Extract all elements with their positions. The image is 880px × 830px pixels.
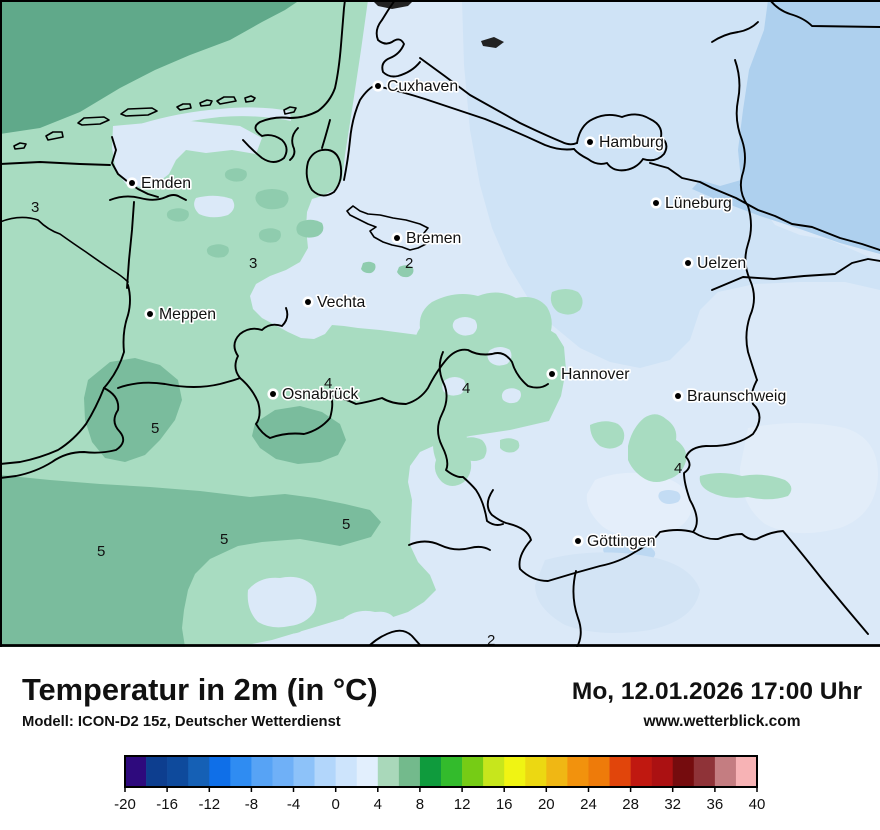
- svg-text:2: 2: [405, 255, 413, 272]
- svg-text:4: 4: [374, 796, 382, 813]
- svg-text:4: 4: [462, 380, 470, 397]
- svg-text:Mo, 12.01.2026 17:00 Uhr: Mo, 12.01.2026 17:00 Uhr: [572, 678, 863, 705]
- svg-text:-4: -4: [287, 796, 300, 813]
- svg-text:Hamburg: Hamburg: [599, 134, 664, 151]
- svg-text:3: 3: [31, 199, 39, 216]
- svg-text:2: 2: [487, 632, 495, 649]
- svg-text:Osnabrück: Osnabrück: [282, 386, 358, 403]
- svg-text:www.wetterblick.com: www.wetterblick.com: [642, 713, 800, 730]
- svg-text:28: 28: [622, 796, 639, 813]
- svg-text:Lüneburg: Lüneburg: [665, 195, 732, 212]
- svg-text:5: 5: [220, 531, 228, 548]
- svg-text:24: 24: [580, 796, 597, 813]
- svg-text:-8: -8: [245, 796, 258, 813]
- svg-text:20: 20: [538, 796, 555, 813]
- svg-text:16: 16: [496, 796, 513, 813]
- svg-text:Modell: ICON-D2 15z, Deutscher: Modell: ICON-D2 15z, Deutscher Wetterdie…: [22, 714, 341, 730]
- svg-text:5: 5: [97, 543, 105, 560]
- svg-text:5: 5: [151, 420, 159, 437]
- svg-text:-16: -16: [156, 796, 178, 813]
- svg-text:Uelzen: Uelzen: [697, 255, 746, 272]
- svg-text:4: 4: [324, 375, 332, 392]
- svg-text:32: 32: [664, 796, 681, 813]
- svg-text:8: 8: [416, 796, 424, 813]
- svg-text:40: 40: [749, 796, 766, 813]
- svg-text:3: 3: [249, 255, 257, 272]
- svg-text:-12: -12: [198, 796, 220, 813]
- svg-text:-20: -20: [114, 796, 136, 813]
- svg-text:Temperatur in 2m (in °C): Temperatur in 2m (in °C): [22, 672, 378, 707]
- svg-text:36: 36: [707, 796, 724, 813]
- svg-text:Emden: Emden: [141, 175, 191, 192]
- svg-text:Cuxhaven: Cuxhaven: [387, 78, 458, 95]
- svg-text:Meppen: Meppen: [159, 306, 216, 323]
- svg-text:Hannover: Hannover: [561, 366, 630, 383]
- svg-text:0: 0: [332, 796, 340, 813]
- svg-text:5: 5: [342, 516, 350, 533]
- svg-text:Vechta: Vechta: [317, 294, 366, 311]
- svg-text:Braunschweig: Braunschweig: [687, 388, 786, 405]
- svg-text:Bremen: Bremen: [406, 230, 461, 247]
- svg-text:4: 4: [674, 460, 682, 477]
- svg-text:12: 12: [454, 796, 471, 813]
- svg-text:Göttingen: Göttingen: [587, 533, 656, 550]
